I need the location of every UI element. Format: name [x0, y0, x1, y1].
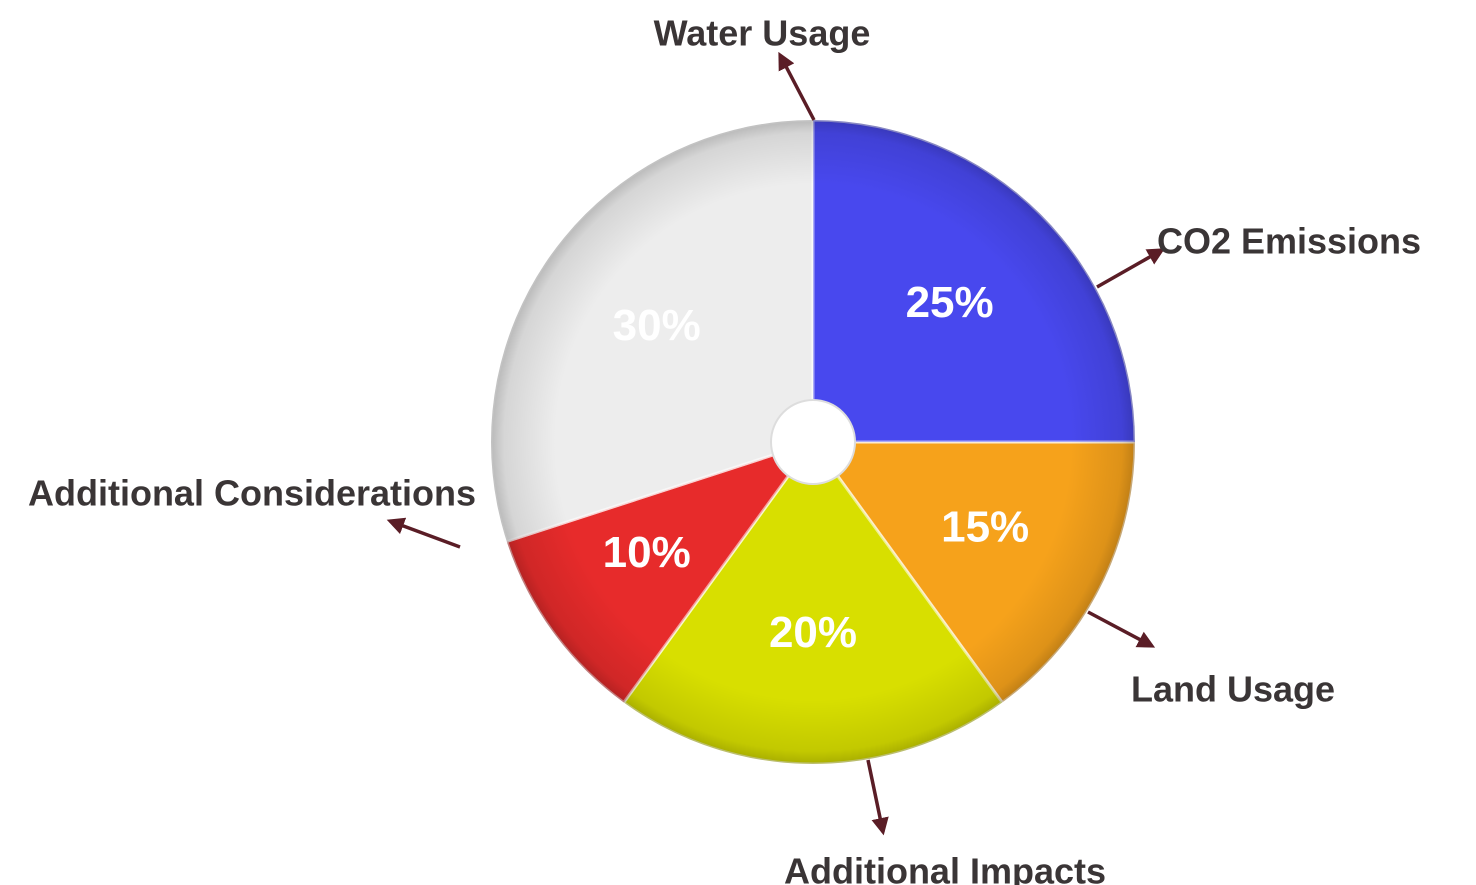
value-labels: 15% 20% 10% 30% 25%	[603, 278, 1030, 657]
value-label-co2-emissions: 15%	[941, 502, 1029, 551]
category-label-additional-impacts: Additional Impacts	[784, 851, 1106, 885]
category-labels: CO2 Emissions Land Usage Additional Impact…	[28, 13, 1421, 885]
leader-arrow-additional-considerations	[386, 517, 461, 549]
category-label-co2-emissions: CO2 Emissions	[1157, 221, 1421, 262]
category-label-land-usage: Land Usage	[1131, 669, 1335, 710]
donut-hole	[770, 399, 856, 485]
value-label-land-usage: 20%	[769, 608, 857, 657]
category-label-water-usage: Water Usage	[654, 13, 871, 54]
value-label-additional-considerations: 30%	[613, 301, 701, 350]
leader-arrow-additional-impacts	[866, 759, 889, 836]
leader-arrows	[386, 51, 1166, 836]
category-label-additional-considerations: Additional Considerations	[28, 473, 476, 514]
value-label-water-usage: 25%	[906, 278, 994, 327]
leader-arrow-water-usage	[778, 51, 816, 121]
leader-arrow-co2-emissions	[1096, 248, 1166, 289]
leader-arrow-land-usage	[1087, 610, 1156, 648]
value-label-additional-impacts: 10%	[603, 528, 691, 577]
